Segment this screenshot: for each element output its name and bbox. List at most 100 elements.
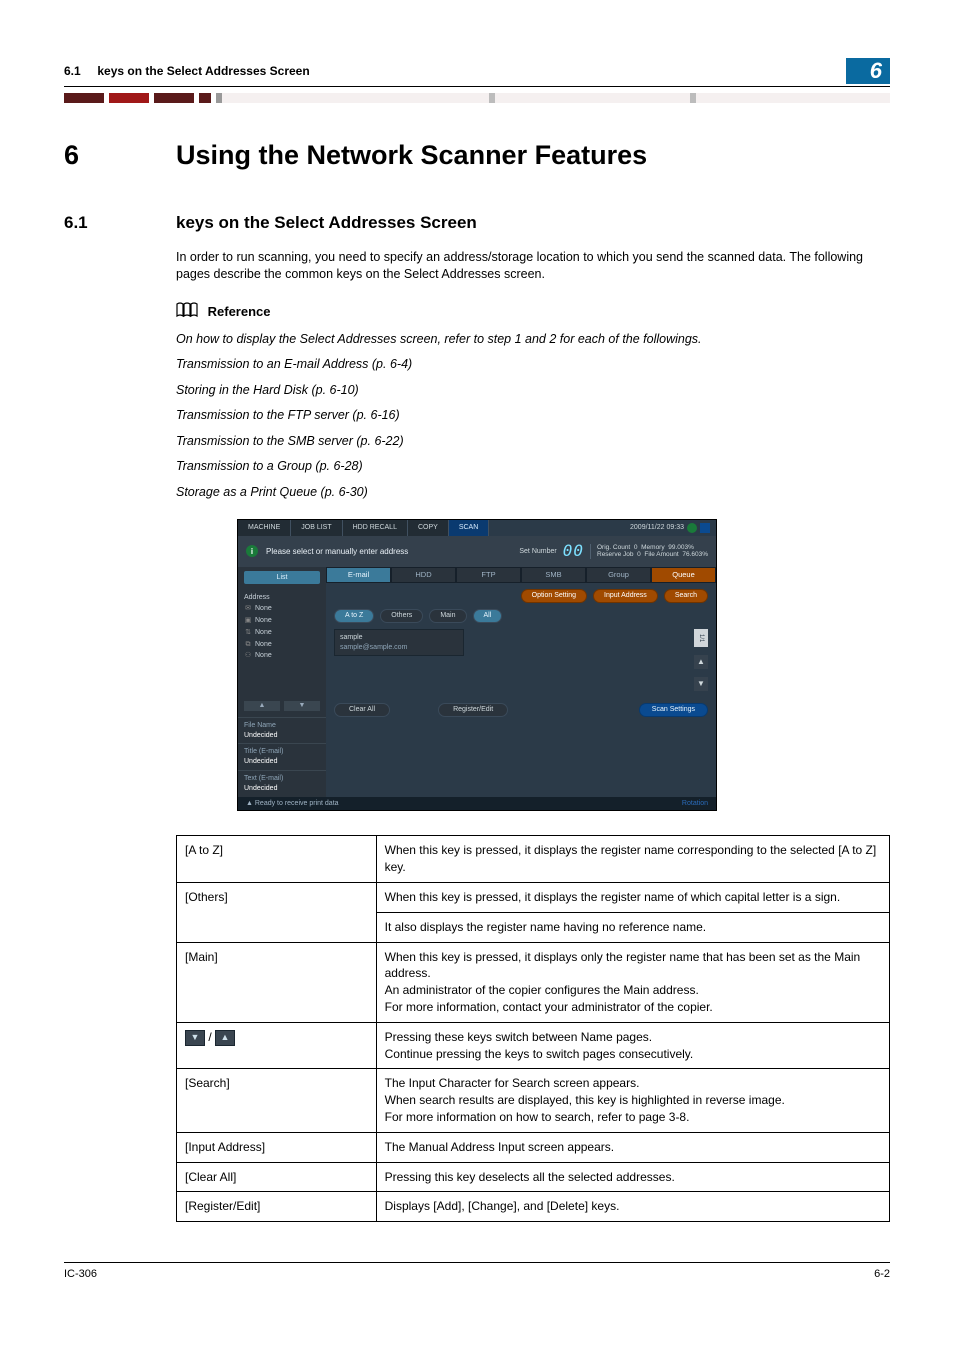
table-row: [Input Address] The Manual Address Input… bbox=[177, 1132, 890, 1162]
address-label: Address bbox=[244, 593, 320, 603]
reference-item: Transmission to an E-mail Address (p. 6-… bbox=[176, 356, 890, 374]
stat-value: 0 bbox=[634, 544, 638, 551]
table-row: [Clear All] Pressing this key deselects … bbox=[177, 1162, 890, 1192]
list-button[interactable]: List bbox=[244, 571, 320, 585]
table-row: [Search] The Input Character for Search … bbox=[177, 1069, 890, 1132]
help-icon[interactable] bbox=[700, 523, 710, 533]
timestamp: 2009/11/22 09:33 bbox=[624, 520, 716, 536]
desc-cell: It also displays the register name havin… bbox=[376, 912, 889, 942]
timestamp-text: 2009/11/22 09:33 bbox=[630, 523, 684, 533]
filter-main-button[interactable]: Main bbox=[429, 609, 466, 623]
mail-icon: ✉ bbox=[244, 604, 252, 614]
scan-settings-button[interactable]: Scan Settings bbox=[639, 703, 708, 717]
filter-others-button[interactable]: Others bbox=[380, 609, 423, 623]
desc-cell: The Input Character for Search screen ap… bbox=[376, 1069, 889, 1132]
page-down-button[interactable]: ▼ bbox=[284, 701, 320, 711]
desc-cell: Displays [Add], [Change], and [Delete] k… bbox=[376, 1192, 889, 1222]
table-row: [Register/Edit] Displays [Add], [Change]… bbox=[177, 1192, 890, 1222]
select-addresses-screenshot: MACHINE JOB LIST HDD RECALL COPY SCAN 20… bbox=[237, 519, 717, 811]
group-icon: ⚇ bbox=[244, 651, 252, 661]
decorative-stripe bbox=[64, 93, 890, 103]
down-up-arrow-keys: ▲ bbox=[215, 1030, 235, 1046]
title-email-value: Undecided bbox=[244, 757, 320, 767]
down-up-arrow-keys: ▼ bbox=[185, 1030, 205, 1046]
chapter-heading: 6Using the Network Scanner Features bbox=[64, 137, 890, 175]
rotation-indicator: Rotation bbox=[682, 799, 708, 809]
address-card[interactable]: sample sample@sample.com bbox=[334, 629, 464, 657]
reference-icon bbox=[176, 302, 198, 323]
section-heading: 6.1keys on the Select Addresses Screen bbox=[64, 211, 890, 235]
desc-cell: The Manual Address Input screen appears. bbox=[376, 1132, 889, 1162]
card-mail: sample@sample.com bbox=[340, 643, 458, 653]
up-arrow-icon: ▲ bbox=[215, 1030, 235, 1046]
top-tab-joblist[interactable]: JOB LIST bbox=[291, 520, 342, 536]
stat-label: File Amount bbox=[644, 551, 678, 558]
top-tab-hddrecall[interactable]: HDD RECALL bbox=[343, 520, 408, 536]
stats-block: Orig. Count 0 Memory 99.003% Reserve Job… bbox=[590, 544, 708, 560]
filename-value: Undecided bbox=[244, 731, 320, 741]
scroll-up-button[interactable]: ▲ bbox=[694, 655, 708, 669]
hdd-icon: ▣ bbox=[244, 616, 252, 626]
footer-right: 6-2 bbox=[874, 1267, 890, 1282]
addr-row: None bbox=[255, 628, 272, 638]
addr-row: None bbox=[255, 651, 272, 661]
input-address-button[interactable]: Input Address bbox=[593, 589, 658, 603]
filename-label: File Name bbox=[244, 721, 320, 731]
footer-left: IC-306 bbox=[64, 1267, 97, 1282]
status-dot-icon bbox=[687, 523, 697, 533]
reference-item: Transmission to the SMB server (p. 6-22) bbox=[176, 433, 890, 451]
dest-tab-hdd[interactable]: HDD bbox=[391, 567, 456, 584]
key-cell-arrows: ▼ / ▲ bbox=[177, 1022, 377, 1069]
filter-atoz-button[interactable]: A to Z bbox=[334, 609, 374, 623]
clear-all-button[interactable]: Clear All bbox=[334, 703, 390, 717]
table-row: [Others] When this key is pressed, it di… bbox=[177, 883, 890, 913]
reference-item: Transmission to the FTP server (p. 6-16) bbox=[176, 407, 890, 425]
stat-label: Memory bbox=[641, 544, 664, 551]
text-email-value: Undecided bbox=[244, 784, 320, 794]
stat-value: 76.603% bbox=[682, 551, 708, 558]
table-row: ▼ / ▲ Pressing these keys switch between… bbox=[177, 1022, 890, 1069]
table-row: [Main] When this key is pressed, it disp… bbox=[177, 942, 890, 1022]
text-email-label: Text (E-mail) bbox=[244, 774, 320, 784]
key-cell: [Clear All] bbox=[177, 1162, 377, 1192]
desc-cell: When this key is pressed, it displays th… bbox=[376, 836, 889, 883]
info-text: Please select or manually enter address bbox=[266, 546, 408, 557]
section-title: keys on the Select Addresses Screen bbox=[176, 213, 477, 232]
page-badge-text: 1/1 bbox=[697, 634, 705, 642]
running-header: 6.1 keys on the Select Addresses Screen … bbox=[64, 58, 890, 87]
page-up-button[interactable]: ▲ bbox=[244, 701, 280, 711]
desc-cell: When this key is pressed, it displays th… bbox=[376, 883, 889, 913]
reference-item: Transmission to a Group (p. 6-28) bbox=[176, 458, 890, 476]
top-tab-copy[interactable]: COPY bbox=[408, 520, 449, 536]
down-arrow-icon: ▼ bbox=[185, 1030, 205, 1046]
desc-cell: When this key is pressed, it displays on… bbox=[376, 942, 889, 1022]
key-cell: [Search] bbox=[177, 1069, 377, 1132]
filter-all-button[interactable]: All bbox=[473, 609, 503, 623]
keys-table: [A to Z] When this key is pressed, it di… bbox=[176, 835, 890, 1222]
stat-value: 0 bbox=[637, 551, 641, 558]
ftp-icon: ⇅ bbox=[244, 628, 252, 638]
search-button[interactable]: Search bbox=[664, 589, 708, 603]
desc-cell: Pressing these keys switch between Name … bbox=[376, 1022, 889, 1069]
chapter-title: Using the Network Scanner Features bbox=[176, 140, 647, 170]
title-email-label: Title (E-mail) bbox=[244, 747, 320, 757]
dest-tab-ftp[interactable]: FTP bbox=[456, 567, 521, 584]
stat-label: Orig. Count bbox=[597, 544, 630, 551]
register-edit-button[interactable]: Register/Edit bbox=[438, 703, 508, 717]
header-section-num: 6.1 bbox=[64, 64, 81, 78]
addr-row: None bbox=[255, 604, 272, 614]
option-setting-button[interactable]: Option Setting bbox=[521, 589, 587, 603]
top-tab-machine[interactable]: MACHINE bbox=[238, 520, 291, 536]
dest-tab-email[interactable]: E-mail bbox=[326, 567, 391, 584]
key-cell: [Others] bbox=[177, 883, 377, 943]
dest-tab-group[interactable]: Group bbox=[586, 567, 651, 584]
set-number-value: 00 bbox=[563, 540, 584, 562]
table-row: [A to Z] When this key is pressed, it di… bbox=[177, 836, 890, 883]
smb-icon: ⧉ bbox=[244, 640, 252, 650]
chapter-num: 6 bbox=[64, 137, 176, 175]
scroll-down-button[interactable]: ▼ bbox=[694, 677, 708, 691]
dest-tab-queue[interactable]: Queue bbox=[651, 567, 716, 584]
dest-tab-smb[interactable]: SMB bbox=[521, 567, 586, 584]
reference-item: Storage as a Print Queue (p. 6-30) bbox=[176, 484, 890, 502]
top-tab-scan[interactable]: SCAN bbox=[449, 520, 489, 536]
